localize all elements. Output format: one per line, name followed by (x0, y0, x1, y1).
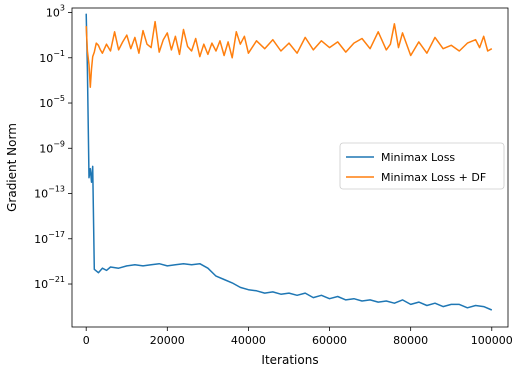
y-axis: 103 10−1 10−5 10−9 10−13 10−17 10−21 (34, 4, 72, 291)
legend-label-1: Minimax Loss (381, 151, 455, 164)
legend-box (339, 142, 505, 190)
series-layer (85, 13, 493, 311)
x-axis-label: Iterations (261, 353, 318, 367)
y-axis-label: Gradient Norm (5, 123, 19, 212)
series-line-1 (85, 13, 493, 311)
axes-frame (71, 7, 509, 328)
x-tick-label: 0 (83, 334, 90, 347)
y-tick-label: 10−13 (34, 185, 65, 201)
series-line-2 (85, 20, 493, 88)
legend-label-2: Minimax Loss + DF (381, 171, 486, 184)
x-tick-label: 20000 (150, 334, 185, 347)
y-tick-label: 10−17 (34, 230, 65, 246)
legend: Minimax Loss Minimax Loss + DF (339, 142, 505, 190)
x-tick-label: 40000 (231, 334, 266, 347)
x-axis: 0 20000 40000 60000 80000 100000 (83, 327, 513, 347)
x-tick-label: 100000 (471, 334, 513, 347)
y-tick-label: 10−5 (39, 94, 65, 110)
y-tick-label: 103 (46, 4, 65, 20)
y-tick-label: 10−9 (39, 139, 65, 155)
x-tick-label: 80000 (393, 334, 428, 347)
x-tick-label: 60000 (312, 334, 347, 347)
y-tick-label: 10−1 (39, 49, 65, 65)
y-tick-label: 10−21 (34, 275, 65, 291)
